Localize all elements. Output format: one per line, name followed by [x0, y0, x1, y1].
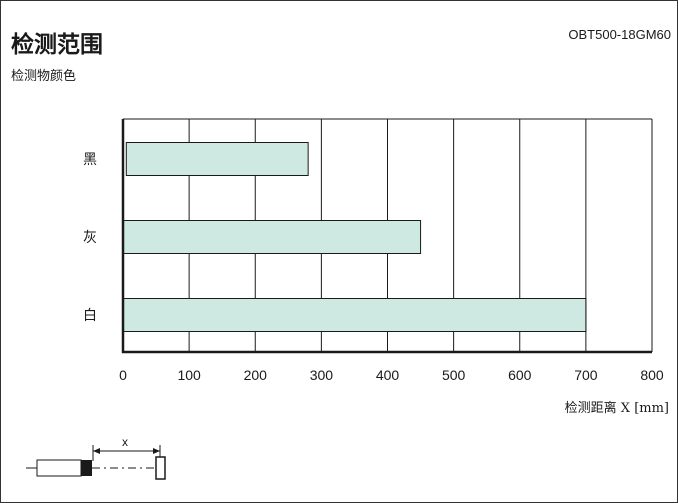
x-axis-label: 检测距离 X [mm] [564, 401, 669, 416]
x-tick-label-700: 700 [574, 367, 598, 383]
x-tick-labels: 0 100 200 300 400 500 600 700 800 [119, 367, 664, 383]
page-title: 检测范围 [11, 31, 103, 58]
target-object-icon [155, 456, 166, 480]
category-label-1: 灰 [83, 230, 97, 246]
x-tick-label-600: 600 [508, 367, 532, 383]
sensor-distance-diagram: x [26, 435, 166, 480]
sensor-body-icon [36, 459, 82, 477]
dimension-x-label: x [122, 435, 128, 449]
dimension-arrow-right-icon [153, 448, 160, 454]
axes [121, 118, 653, 354]
bar-0 [125, 142, 309, 176]
category-labels: 黑灰白 [83, 152, 97, 324]
x-tick-label-100: 100 [177, 367, 201, 383]
x-tick-label-500: 500 [442, 367, 466, 383]
x-tick-label-300: 300 [310, 367, 334, 383]
y-axis-title: 检测物颜色 [11, 69, 77, 84]
bar-2 [122, 298, 587, 332]
category-label-2: 白 [83, 308, 97, 324]
bars [122, 142, 587, 332]
dimension-arrow-left-icon [93, 448, 100, 454]
range-bar-chart: 0 100 200 300 400 500 600 700 800 黑灰白 [83, 118, 664, 383]
x-tick-label-400: 400 [376, 367, 400, 383]
x-tick-label-200: 200 [244, 367, 268, 383]
model-number: OBT500-18GM60 [568, 27, 671, 42]
x-tick-label-800: 800 [640, 367, 664, 383]
category-label-0: 黑 [83, 152, 97, 168]
sensor-lens-icon [81, 460, 92, 476]
bar-1 [122, 220, 422, 254]
x-tick-label-0: 0 [119, 367, 127, 383]
